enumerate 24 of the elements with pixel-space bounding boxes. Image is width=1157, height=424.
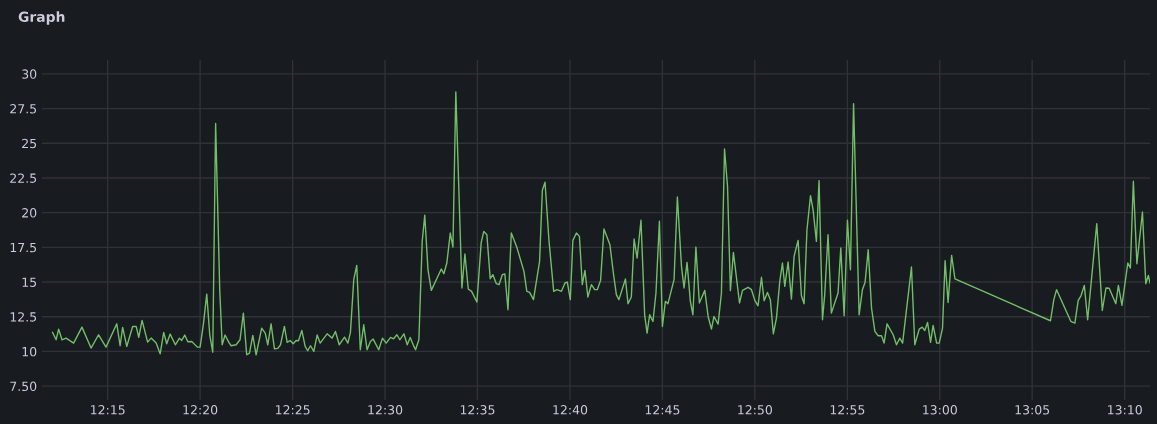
x-tick-label: 12:55 xyxy=(830,405,865,415)
y-tick-label: 30 xyxy=(22,69,37,79)
x-tick-label: 12:30 xyxy=(368,405,403,415)
y-tick-label: 20 xyxy=(22,208,37,218)
x-tick-label: 12:15 xyxy=(91,405,125,415)
x-tick-label: 12:25 xyxy=(275,405,310,415)
line-series xyxy=(51,91,1150,356)
y-tick-label: 7.50 xyxy=(10,381,37,392)
y-tick-label: 25 xyxy=(22,138,37,149)
y-tick-label: 10 xyxy=(22,346,37,357)
chart-title: Graph xyxy=(18,11,65,25)
y-tick-label: 27.5 xyxy=(10,104,37,114)
x-tick-label: 13:05 xyxy=(1015,405,1050,415)
x-tick-label: 12:20 xyxy=(183,405,218,415)
y-tick-label: 15 xyxy=(22,277,37,287)
y-tick-label: 17.5 xyxy=(10,242,37,253)
x-tick-label: 13:10 xyxy=(1108,405,1142,415)
x-tick-label: 12:40 xyxy=(553,405,588,415)
y-tick-label: 12.5 xyxy=(10,312,37,322)
x-tick-label: 12:50 xyxy=(738,405,772,415)
x-tick-label: 13:00 xyxy=(923,405,957,415)
x-tick-label: 12:45 xyxy=(645,405,680,415)
x-tick-label: 12:35 xyxy=(460,405,495,415)
y-tick-label: 22.5 xyxy=(10,173,37,183)
